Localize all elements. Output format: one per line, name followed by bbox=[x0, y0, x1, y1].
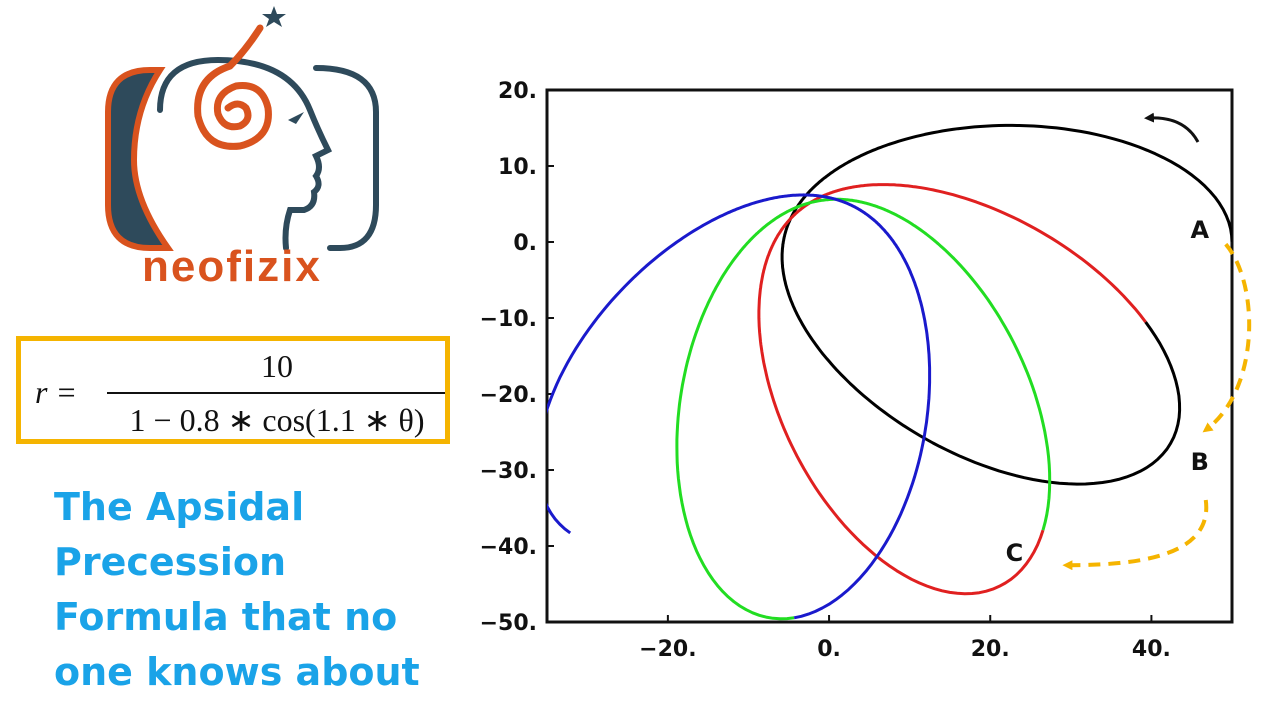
y-tick-label: −30. bbox=[480, 459, 537, 484]
plot-frame bbox=[545, 88, 1234, 624]
formula-lhs: r = bbox=[35, 374, 77, 410]
y-tick-label: −10. bbox=[480, 307, 537, 332]
formula-numerator: 10 bbox=[261, 348, 293, 384]
precession-arrow-ab bbox=[1202, 242, 1252, 433]
orbit-series-3 bbox=[675, 197, 1052, 621]
point-label-b: B bbox=[1191, 448, 1209, 476]
headline-line: The Apsidal bbox=[54, 485, 305, 529]
rotation-arrow-icon bbox=[1144, 112, 1200, 143]
eye-icon bbox=[288, 112, 304, 124]
point-label-a: A bbox=[1190, 216, 1209, 244]
y-tick-label: 20. bbox=[498, 79, 537, 104]
formula-denominator: 1 − 0.8 ∗ cos(1.1 ∗ θ) bbox=[130, 402, 425, 438]
brand-name: neofizix bbox=[142, 242, 322, 291]
x-tick-label: 40. bbox=[1132, 637, 1171, 662]
headline-line: Formula that no bbox=[54, 595, 398, 639]
y-tick-label: 10. bbox=[498, 155, 537, 180]
logo-right-frame bbox=[313, 65, 379, 251]
orbit-series-2 bbox=[757, 183, 1147, 596]
logo-left-panel bbox=[105, 67, 174, 251]
neofizix-logo bbox=[105, 6, 379, 251]
headline-line: one knows about bbox=[54, 650, 420, 694]
y-tick-label: −40. bbox=[480, 535, 537, 560]
formula-box: r = 10 1 − 0.8 ∗ cos(1.1 ∗ θ) bbox=[16, 336, 450, 444]
headline-line: Precession bbox=[54, 540, 287, 584]
point-label-c: C bbox=[1006, 539, 1024, 567]
x-tick-label: −20. bbox=[639, 637, 696, 662]
logo-head-outline bbox=[157, 56, 333, 251]
star-icon bbox=[262, 6, 286, 27]
precession-chart: 20. 10. 0. −10. −20. −30. −40. −50. −20. 0. 20. 40.… bbox=[480, 79, 1252, 662]
orbit-curves bbox=[547, 123, 1232, 621]
orbit-series-1 bbox=[780, 123, 1232, 486]
y-tick-label: −50. bbox=[480, 611, 537, 636]
headline: The Apsidal Precession Formula that no o… bbox=[54, 480, 474, 700]
x-tick-label: 0. bbox=[817, 637, 841, 662]
x-tick-label: 20. bbox=[971, 637, 1010, 662]
orbit-series-4 bbox=[547, 193, 932, 620]
spiral-icon bbox=[194, 24, 272, 150]
y-tick-label: −20. bbox=[480, 383, 537, 408]
y-tick-label: 0. bbox=[513, 231, 537, 256]
precession-arrow-bc bbox=[1062, 499, 1209, 571]
